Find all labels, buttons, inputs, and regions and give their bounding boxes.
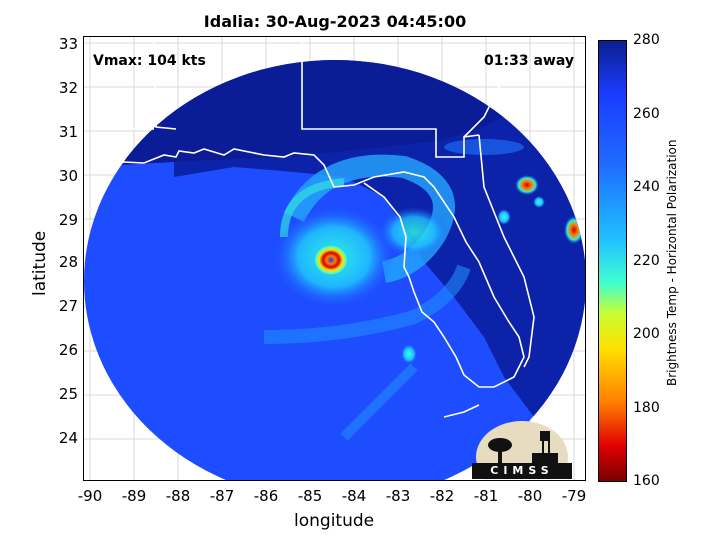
colorbar-label: Brightness Temp - Horizontal Polarizatio… [665, 139, 679, 386]
cimss-logo: CIMSS [472, 417, 572, 479]
ytick-label: 26 [58, 341, 78, 359]
xtick-label: -82 [429, 487, 455, 505]
xtick-label: -83 [385, 487, 411, 505]
ytick-label: 24 [58, 429, 78, 447]
cimss-logo-graphic [472, 421, 572, 479]
map-plot-area: Vmax: 104 kts 01:33 away CIMSS [84, 37, 585, 480]
coastlines [103, 37, 535, 418]
xtick-label: -85 [297, 487, 323, 505]
ytick-label: 29 [58, 211, 78, 229]
map-title: Idalia: 30-Aug-2023 04:45:00 [203, 12, 467, 31]
plot-frame [83, 36, 586, 481]
ytick-label: 25 [58, 385, 78, 403]
xtick-label: -79 [561, 487, 587, 505]
y-axis-label: latitude [30, 230, 50, 296]
microwave-imagery-map [84, 37, 585, 480]
vmax-label: Vmax: 104 kts [93, 53, 206, 69]
ytick-label: 31 [58, 123, 78, 141]
colorbar-tick: 280 [633, 32, 660, 48]
colorbar-tick: 240 [633, 179, 660, 195]
xtick-label: -80 [517, 487, 543, 505]
xtick-label: -81 [473, 487, 499, 505]
colorbar-tick: 180 [633, 400, 660, 416]
xtick-label: -88 [165, 487, 191, 505]
xtick-label: -87 [209, 487, 235, 505]
colorbar-tick: 160 [633, 473, 660, 489]
colorbar [598, 40, 627, 482]
x-axis-label: longitude [294, 511, 375, 531]
colorbar-tick: 220 [633, 253, 660, 269]
ytick-label: 30 [58, 167, 78, 185]
xtick-label: -86 [253, 487, 279, 505]
colorbar-tick: 260 [633, 106, 660, 122]
ytick-label: 33 [58, 35, 78, 53]
cimss-logo-text: CIMSS [490, 464, 554, 477]
ytick-label: 32 [58, 79, 78, 97]
ytick-label: 27 [58, 297, 78, 315]
xtick-label: -90 [77, 487, 103, 505]
colorbar-tick: 200 [633, 326, 660, 342]
xtick-label: -84 [341, 487, 367, 505]
xtick-label: -89 [121, 487, 147, 505]
time-away-label: 01:33 away [484, 53, 574, 69]
ytick-label: 28 [58, 253, 78, 271]
